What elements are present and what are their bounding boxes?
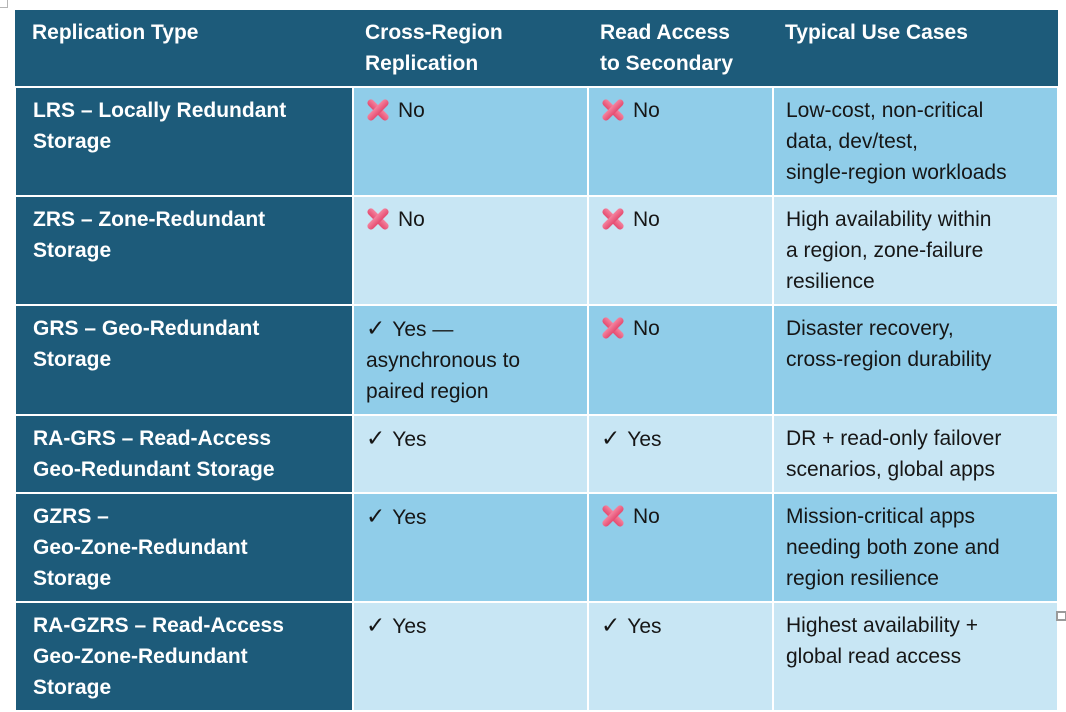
cross-region-cell: ✓ Yes [352, 492, 589, 603]
read-access-cell: No [587, 195, 774, 306]
status-text: Yes [392, 506, 427, 529]
status-text: Yes — asynchronous to paired region [366, 318, 521, 403]
status-text: No [633, 505, 660, 528]
replication-type-cell: GZRS – Geo-Zone-Redundant Storage [14, 492, 354, 603]
status-text: No [398, 99, 425, 122]
replication-type-cell: ZRS – Zone-Redundant Storage [14, 195, 354, 306]
replication-comparison-table: Replication Type Cross-Region Replicatio… [14, 10, 1059, 712]
use-cases-cell: Low-cost, non-critical data, dev/test, s… [772, 86, 1059, 197]
check-icon: ✓ [366, 503, 386, 529]
table-row: LRS – Locally Redundant Storage No No Low-c… [14, 86, 1059, 197]
table-row: ZRS – Zone-Redundant Storage No No High ava… [14, 195, 1059, 306]
cross-region-cell: ✓ Yes — asynchronous to paired region [352, 304, 589, 416]
cross-icon [601, 317, 625, 338]
check-icon: ✓ [601, 612, 621, 638]
replication-type-cell: LRS – Locally Redundant Storage [14, 86, 354, 197]
read-access-cell: ✓ Yes [587, 414, 774, 494]
cross-icon [601, 208, 625, 229]
column-header-cross-region: Cross-Region Replication [353, 10, 588, 88]
column-header-use-cases: Typical Use Cases [773, 10, 1058, 88]
header-row: Replication Type Cross-Region Replicatio… [15, 10, 1058, 88]
column-header-replication-type: Replication Type [15, 10, 353, 88]
use-cases-cell: DR + read-only failover scenarios, globa… [772, 414, 1059, 494]
table-move-handle[interactable] [0, 0, 8, 8]
status-text: No [633, 317, 660, 340]
table-row: GZRS – Geo-Zone-Redundant Storage ✓ Yes No M… [14, 492, 1059, 603]
cross-icon [601, 99, 625, 120]
document-canvas: Replication Type Cross-Region Replicatio… [0, 0, 1066, 620]
status-text: No [398, 208, 425, 231]
use-cases-cell: Highest availability + global read acces… [772, 601, 1059, 712]
column-header-read-access: Read Access to Secondary [588, 10, 773, 88]
cross-icon [366, 99, 390, 120]
replication-type-cell: RA-GZRS – Read-Access Geo-Zone-Redundant… [14, 601, 354, 712]
check-icon: ✓ [366, 315, 386, 341]
table-row: RA-GZRS – Read-Access Geo-Zone-Redundant… [14, 601, 1059, 712]
cross-region-cell: ✓ Yes [352, 414, 589, 494]
cross-region-cell: No [352, 195, 589, 306]
read-access-cell: No [587, 304, 774, 416]
use-cases-cell: Mission-critical apps needing both zone … [772, 492, 1059, 603]
check-icon: ✓ [601, 425, 621, 451]
status-text: No [633, 99, 660, 122]
status-text: Yes [627, 428, 662, 451]
read-access-cell: ✓ Yes [587, 601, 774, 712]
status-text: Yes [392, 428, 427, 451]
cross-region-cell: No [352, 86, 589, 197]
read-access-cell: No [587, 86, 774, 197]
status-text: Yes [627, 615, 662, 638]
replication-type-cell: RA-GRS – Read-Access Geo-Redundant Stora… [14, 414, 354, 494]
cross-icon [366, 208, 390, 229]
cross-icon [601, 505, 625, 526]
use-cases-cell: Disaster recovery, cross-region durabili… [772, 304, 1059, 416]
cross-region-cell: ✓ Yes [352, 601, 589, 712]
table-row: RA-GRS – Read-Access Geo-Redundant Stora… [14, 414, 1059, 494]
replication-type-cell: GRS – Geo-Redundant Storage [14, 304, 354, 416]
check-icon: ✓ [366, 425, 386, 451]
read-access-cell: No [587, 492, 774, 603]
table-row: GRS – Geo-Redundant Storage ✓ Yes — asynch… [14, 304, 1059, 416]
status-text: No [633, 208, 660, 231]
status-text: Yes [392, 615, 427, 638]
check-icon: ✓ [366, 612, 386, 638]
table-body: LRS – Locally Redundant Storage No No Low-c… [14, 86, 1059, 712]
use-cases-cell: High availability within a region, zone-… [772, 195, 1059, 306]
